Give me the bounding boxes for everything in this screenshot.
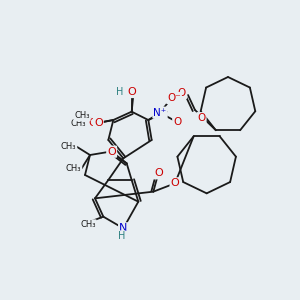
Text: CH₃: CH₃ xyxy=(80,220,96,229)
Text: CH₃: CH₃ xyxy=(71,119,86,128)
Text: O: O xyxy=(171,178,179,188)
Text: O: O xyxy=(173,117,182,127)
Text: O: O xyxy=(94,118,103,128)
Text: N: N xyxy=(119,223,128,233)
Text: CH₃: CH₃ xyxy=(61,142,76,151)
Text: O: O xyxy=(178,88,186,98)
Text: CH₃: CH₃ xyxy=(66,164,81,173)
Text: O⁻: O⁻ xyxy=(167,93,181,103)
Text: H: H xyxy=(118,231,125,241)
Text: O: O xyxy=(154,168,163,178)
Text: O: O xyxy=(88,118,97,128)
Text: H: H xyxy=(116,87,123,97)
Text: O: O xyxy=(197,113,206,123)
Text: O: O xyxy=(127,87,136,97)
Text: CH₃: CH₃ xyxy=(74,112,90,121)
Text: O: O xyxy=(107,147,116,157)
Text: N⁺: N⁺ xyxy=(153,108,167,118)
